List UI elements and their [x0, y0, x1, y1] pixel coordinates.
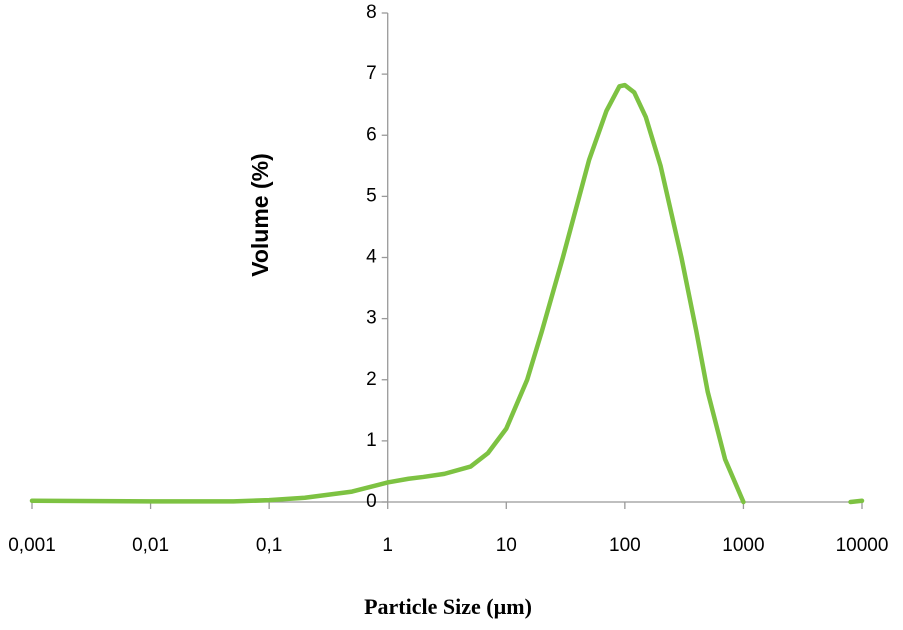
y-tick-label: 0 — [366, 491, 377, 512]
x-tick-label: 1000 — [722, 535, 764, 556]
x-tick-label: 0,001 — [8, 535, 56, 556]
x-tick-label: 100 — [609, 535, 641, 556]
y-tick-label: 2 — [366, 369, 377, 390]
x-tick-label: 0,01 — [132, 535, 169, 556]
x-axis-title: Particle Size (µm) — [364, 594, 532, 619]
y-tick-label: 3 — [366, 308, 377, 329]
x-tick-label: 1 — [382, 535, 393, 556]
data-line — [29, 82, 865, 505]
y-axis-title: Volume (%) — [247, 153, 273, 277]
y-tick-label: 8 — [366, 2, 377, 23]
x-tick-label: 0,1 — [256, 535, 282, 556]
y-tick-label: 7 — [366, 63, 377, 84]
y-tick-label: 6 — [366, 124, 377, 145]
y-tick-label: 4 — [366, 247, 377, 268]
y-tick-label: 1 — [366, 430, 377, 451]
x-tick-label: 10 — [496, 535, 517, 556]
y-tick-label: 5 — [366, 185, 377, 206]
x-tick-label: 10000 — [836, 535, 889, 556]
